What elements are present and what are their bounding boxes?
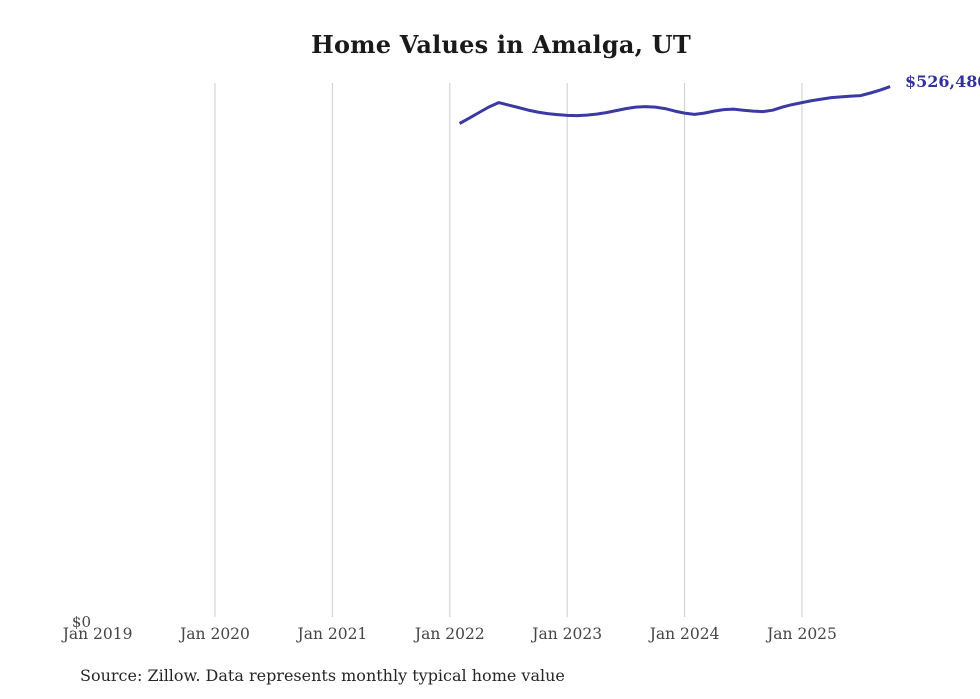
- x-tick-label: Jan 2021: [297, 625, 368, 643]
- x-tick-label: Jan 2019: [62, 625, 133, 643]
- x-tick-label: Jan 2023: [532, 625, 603, 643]
- x-tick-label: Jan 2024: [649, 625, 720, 643]
- x-tick-label: Jan 2020: [180, 625, 250, 643]
- latest-value-label: $526,480: [905, 72, 980, 91]
- source-note: Source: Zillow. Data represents monthly …: [80, 666, 565, 685]
- home-value-line: [458, 85, 891, 125]
- x-tick-label: Jan 2025: [767, 625, 837, 643]
- x-tick-label: Jan 2022: [414, 625, 485, 643]
- y-axis-zero-label: $0: [71, 613, 91, 631]
- chart-title: Home Values in Amalga, UT: [311, 30, 691, 59]
